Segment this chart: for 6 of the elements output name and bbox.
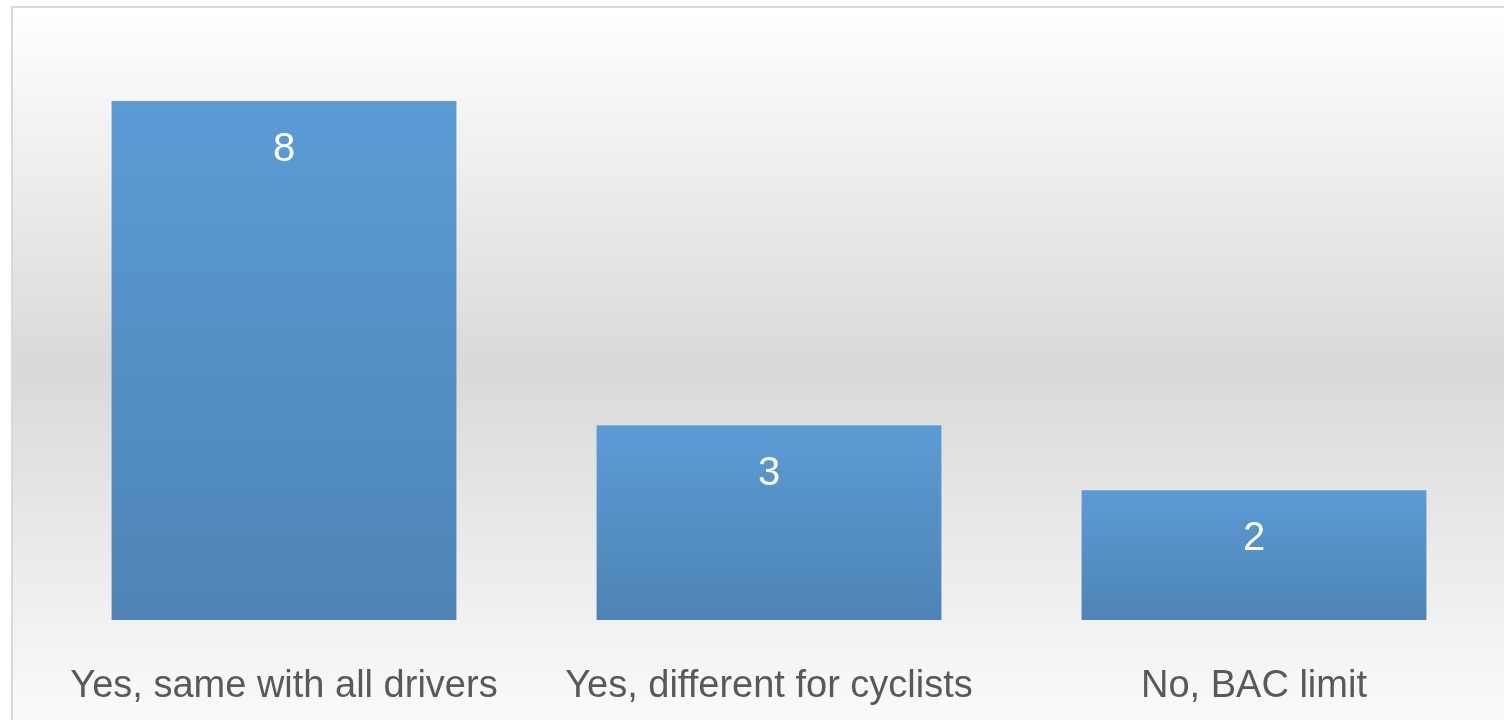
x-tick-label: Yes, different for cyclists: [565, 663, 973, 705]
data-label: 2: [1242, 514, 1266, 559]
x-tick-label: Yes, same with all drivers: [70, 663, 498, 705]
x-tick-label: No, BAC limit: [1141, 663, 1368, 705]
data-label: 3: [757, 449, 781, 494]
data-label: 8: [272, 125, 296, 169]
